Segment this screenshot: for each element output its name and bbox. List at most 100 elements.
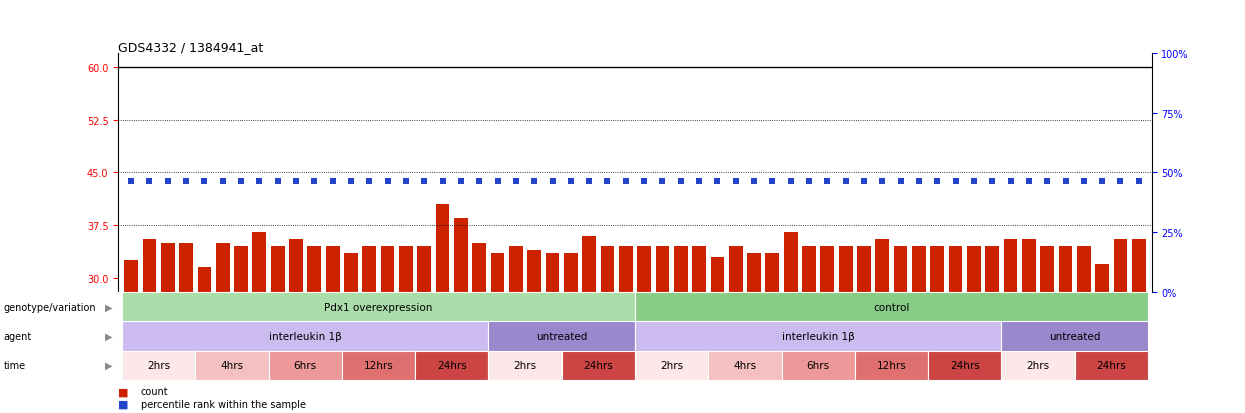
Bar xyxy=(857,247,870,413)
Bar xyxy=(472,243,486,413)
Bar xyxy=(1041,247,1055,413)
Bar xyxy=(949,247,962,413)
Point xyxy=(121,178,141,185)
Point xyxy=(304,178,324,185)
Point xyxy=(873,178,893,185)
Text: 2hrs: 2hrs xyxy=(513,361,537,370)
Point xyxy=(194,178,214,185)
Text: 6hrs: 6hrs xyxy=(807,361,829,370)
Point xyxy=(964,178,984,185)
Bar xyxy=(344,254,357,413)
Point xyxy=(505,178,525,185)
Point xyxy=(377,178,397,185)
Bar xyxy=(528,250,542,413)
Point xyxy=(1092,178,1112,185)
Bar xyxy=(1003,240,1017,413)
Text: Pdx1 overexpression: Pdx1 overexpression xyxy=(324,302,432,312)
Bar xyxy=(234,247,248,413)
Bar xyxy=(1001,351,1074,380)
Text: untreated: untreated xyxy=(537,331,588,341)
Bar xyxy=(271,247,285,413)
Point xyxy=(1037,178,1057,185)
Bar xyxy=(488,322,635,351)
Point xyxy=(854,178,874,185)
Text: 2hrs: 2hrs xyxy=(1026,361,1050,370)
Bar xyxy=(875,240,889,413)
Bar xyxy=(342,351,415,380)
Text: percentile rank within the sample: percentile rank within the sample xyxy=(141,399,306,409)
Bar xyxy=(142,240,157,413)
Point xyxy=(671,178,691,185)
Bar xyxy=(928,351,1001,380)
Point xyxy=(652,178,672,185)
Bar xyxy=(967,247,981,413)
Text: 2hrs: 2hrs xyxy=(147,361,171,370)
Point xyxy=(707,178,727,185)
Text: 2hrs: 2hrs xyxy=(660,361,684,370)
Point xyxy=(762,178,782,185)
Bar xyxy=(561,351,635,380)
Bar xyxy=(583,236,596,413)
Bar xyxy=(124,261,138,413)
Bar xyxy=(417,247,431,413)
Bar xyxy=(637,247,651,413)
Text: 4hrs: 4hrs xyxy=(733,361,757,370)
Point xyxy=(415,178,435,185)
Bar xyxy=(766,254,779,413)
Bar xyxy=(1132,240,1145,413)
Bar xyxy=(656,247,670,413)
Point xyxy=(946,178,966,185)
Bar xyxy=(491,254,504,413)
Point xyxy=(524,178,544,185)
Point xyxy=(690,178,710,185)
Point xyxy=(268,178,288,185)
Text: ▶: ▶ xyxy=(105,302,112,312)
Text: 12hrs: 12hrs xyxy=(364,361,393,370)
Point xyxy=(560,178,580,185)
Text: ■: ■ xyxy=(118,399,132,409)
Bar xyxy=(253,233,266,413)
Point xyxy=(488,178,508,185)
Bar xyxy=(839,247,853,413)
Bar xyxy=(161,243,174,413)
Text: count: count xyxy=(141,387,168,396)
Bar xyxy=(711,257,725,413)
Bar xyxy=(1058,247,1072,413)
Text: 6hrs: 6hrs xyxy=(294,361,316,370)
Bar xyxy=(674,247,687,413)
Point xyxy=(598,178,618,185)
Point xyxy=(909,178,929,185)
Point xyxy=(341,178,361,185)
Point xyxy=(745,178,764,185)
Point xyxy=(432,178,452,185)
Bar xyxy=(820,247,834,413)
Point xyxy=(1129,178,1149,185)
Point xyxy=(1074,178,1094,185)
Text: 24hrs: 24hrs xyxy=(950,361,980,370)
Point xyxy=(818,178,838,185)
Bar xyxy=(122,351,195,380)
Text: untreated: untreated xyxy=(1050,331,1101,341)
Bar xyxy=(1074,351,1148,380)
Point xyxy=(1018,178,1038,185)
Bar xyxy=(381,247,395,413)
Text: ■: ■ xyxy=(118,387,132,396)
Point xyxy=(890,178,910,185)
Point xyxy=(158,178,178,185)
Point xyxy=(543,178,563,185)
Point xyxy=(726,178,746,185)
Point xyxy=(799,178,819,185)
Bar xyxy=(1001,322,1148,351)
Point xyxy=(232,178,251,185)
Bar xyxy=(747,254,761,413)
Point xyxy=(249,178,269,185)
Bar xyxy=(635,292,1148,322)
Bar xyxy=(195,351,269,380)
Point xyxy=(396,178,416,185)
Point xyxy=(982,178,1002,185)
Point xyxy=(451,178,471,185)
Point xyxy=(286,178,306,185)
Point xyxy=(781,178,801,185)
Bar xyxy=(215,243,229,413)
Text: GDS4332 / 1384941_at: GDS4332 / 1384941_at xyxy=(118,41,264,54)
